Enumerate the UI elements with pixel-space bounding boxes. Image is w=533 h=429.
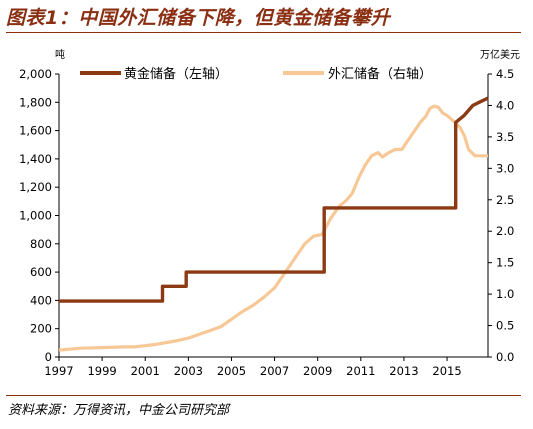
left-tick-label: 1,400 [19, 152, 52, 166]
right-tick-label: 3.0 [496, 161, 514, 175]
right-tick-label: 0.0 [496, 350, 514, 364]
left-tick-label: 1,800 [19, 95, 52, 109]
left-tick-label: 600 [30, 265, 52, 279]
left-tick-label: 1,000 [19, 209, 52, 223]
right-tick-label: 1.0 [496, 287, 514, 301]
left-tick-label: 1,200 [19, 180, 52, 194]
left-tick-label: 400 [30, 293, 52, 307]
x-tick-label: 2007 [260, 364, 289, 378]
left-tick-label: 200 [30, 322, 52, 336]
legend-label-fx: 外汇储备（右轴） [328, 66, 432, 82]
x-tick-label: 2001 [131, 364, 160, 378]
right-tick-label: 2.0 [496, 224, 514, 238]
right-tick-label: 0.5 [496, 319, 514, 333]
right-tick-label: 1.5 [496, 256, 514, 270]
right-tick-label: 4.0 [496, 98, 514, 112]
x-tick-label: 2011 [346, 364, 375, 378]
left-tick-label: 0 [45, 350, 52, 364]
x-tick-label: 2003 [174, 364, 203, 378]
source-note: 资料来源：万得资讯，中金公司研究部 [8, 403, 230, 418]
x-tick-label: 1999 [87, 364, 116, 378]
fx-reserves-line [58, 104, 488, 352]
right-tick-label: 4.5 [496, 67, 514, 81]
left-tick-label: 1,600 [19, 124, 52, 138]
x-tick-label: 2005 [217, 364, 246, 378]
chart-title: 图表1：中国外汇储备下降，但黄金储备攀升 [6, 7, 391, 29]
left-tick-label: 2,000 [19, 67, 52, 81]
x-tick-label: 2015 [432, 364, 461, 378]
x-tick-label: 2013 [389, 364, 418, 378]
x-tick-label: 2009 [303, 364, 332, 378]
legend-label-gold: 黄金储备（左轴） [124, 66, 228, 82]
gold-reserves-line [59, 96, 489, 303]
right-axis-unit: 万亿美元 [480, 48, 520, 61]
right-tick-label: 2.5 [496, 193, 514, 207]
source-rule [6, 395, 521, 396]
left-axis-unit: 吨 [55, 48, 65, 61]
title-rule [6, 32, 521, 33]
x-tick-label: 1997 [44, 364, 73, 378]
left-tick-label: 800 [30, 237, 52, 251]
right-tick-label: 3.5 [496, 130, 514, 144]
